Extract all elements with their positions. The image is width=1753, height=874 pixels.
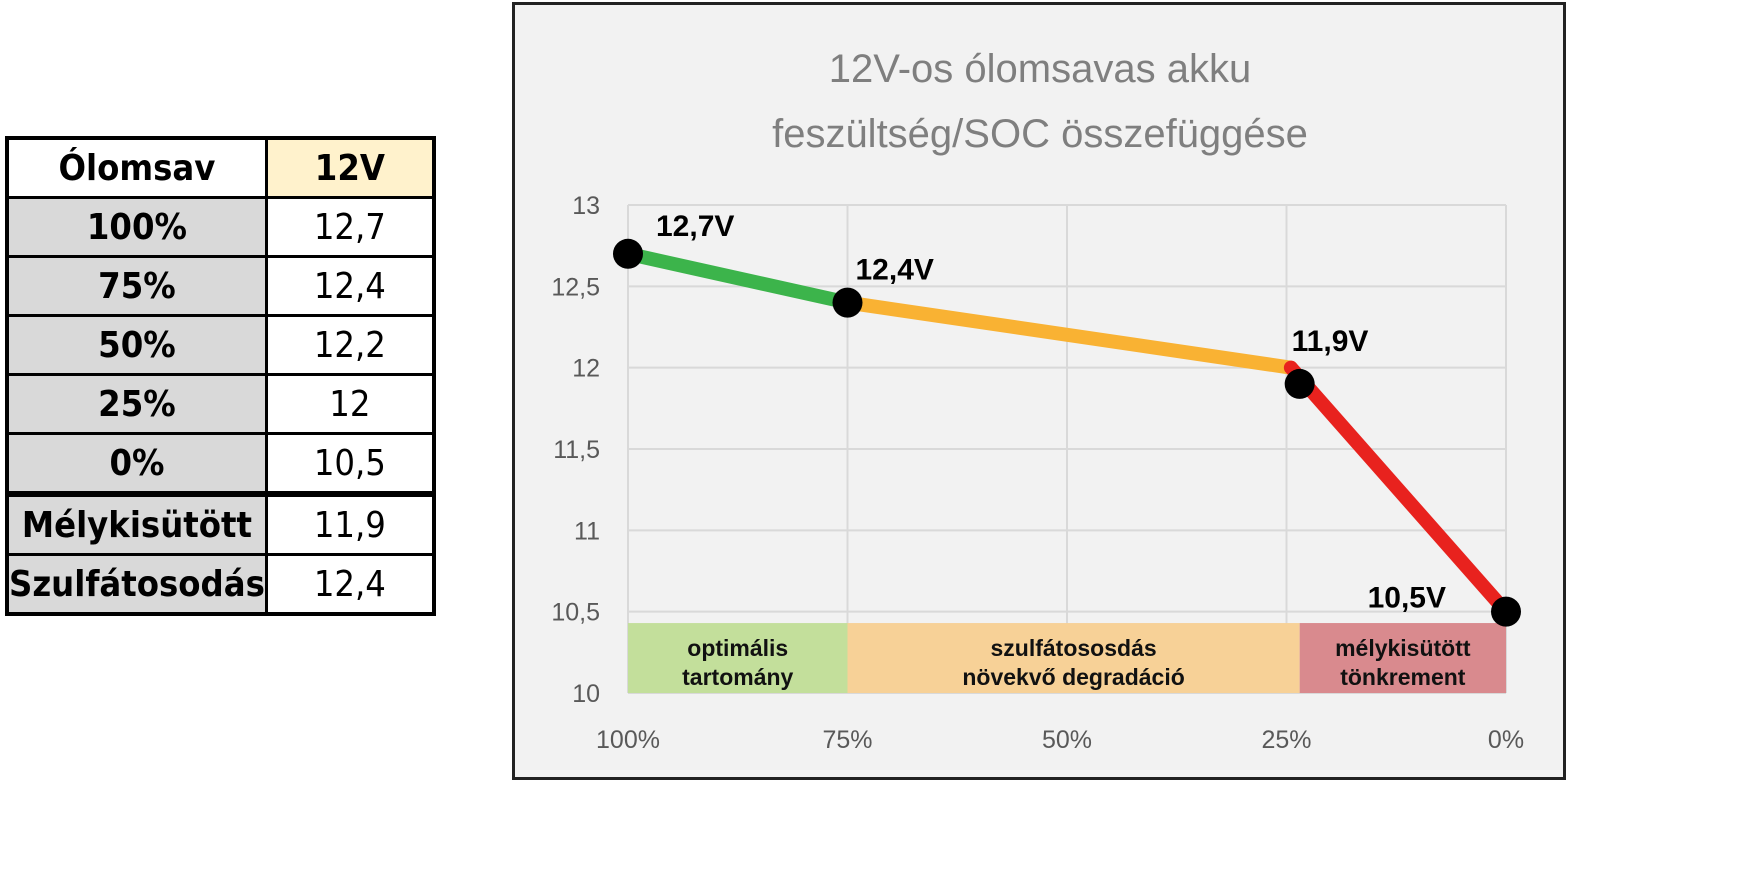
voltage-cell: 12,2: [264, 314, 436, 376]
data-point: [1284, 368, 1315, 399]
zone-label: tönkrement: [1340, 664, 1466, 690]
table-row: 50% 12,2: [5, 314, 436, 376]
voltage-cell: 12,7: [264, 196, 436, 258]
state-cell: 50%: [5, 314, 268, 376]
table-row: Szulfátosodás 12,4: [5, 553, 436, 616]
x-tick-label: 25%: [1261, 726, 1311, 754]
voltage-cell: 12V: [264, 136, 436, 199]
voltage-cell: 10,5: [264, 432, 436, 496]
chart-title: feszültség/SOC összefüggése: [772, 112, 1308, 156]
voltage-cell: 12,4: [264, 255, 436, 317]
x-tick-label: 75%: [822, 726, 872, 754]
zone-band: [847, 623, 1300, 693]
data-point: [613, 238, 643, 269]
y-tick-label: 12: [572, 355, 600, 383]
table-row: 0% 10,5: [5, 432, 436, 496]
state-cell: Mélykisütött: [5, 491, 268, 556]
data-point: [1491, 596, 1521, 627]
y-tick-label: 10: [572, 680, 600, 708]
x-tick-label: 0%: [1488, 726, 1524, 754]
zone-band: [1299, 623, 1506, 693]
zone-band: [628, 623, 848, 693]
data-label: 12,4V: [856, 254, 934, 287]
zone-label: szulfátososdás: [991, 635, 1157, 661]
voltage-soc-chart: 12V-os ólomsavas akku feszültség/SOC össz…: [512, 2, 1566, 780]
data-label: 12,7V: [656, 210, 734, 243]
voltage-cell: 12,4: [264, 553, 436, 616]
x-tick-label: 100%: [596, 726, 660, 754]
table-row: 75% 12,4: [5, 255, 436, 317]
voltage-table: Ólomsav 12V 100% 12,7 75% 12,4 50% 12,2 25% 12 0% 1…: [5, 136, 436, 616]
data-label: 11,9V: [1292, 325, 1369, 358]
table-row: Mélykisütött 11,9: [5, 491, 436, 556]
zone-label: optimális: [687, 635, 788, 661]
chart-title: 12V-os ólomsavas akku: [829, 47, 1251, 91]
zone-label: növekvő degradáció: [962, 664, 1184, 690]
state-cell: Ólomsav: [5, 136, 268, 199]
state-cell: 25%: [5, 373, 268, 435]
y-tick-label: 11: [574, 517, 600, 545]
table-row: 100% 12,7: [5, 196, 436, 258]
y-tick-label: 10,5: [551, 599, 600, 627]
data-label: 10,5V: [1368, 582, 1446, 615]
voltage-cell: 11,9: [264, 491, 436, 556]
series-segment: [840, 295, 1298, 375]
state-cell: 75%: [5, 255, 268, 317]
x-tick-label: 50%: [1042, 726, 1092, 754]
y-tick-label: 12,5: [551, 273, 600, 301]
table-row: 25% 12: [5, 373, 436, 435]
state-cell: 100%: [5, 196, 268, 258]
voltage-cell: 12: [264, 373, 436, 435]
zone-label: tartomány: [682, 664, 793, 690]
data-point: [832, 287, 863, 318]
zone-label: mélykisütött: [1335, 635, 1471, 661]
y-tick-label: 13: [572, 192, 600, 220]
series-segment: [1283, 360, 1513, 619]
state-cell: 0%: [5, 432, 268, 496]
series-segment: [621, 246, 855, 310]
y-tick-label: 11,5: [553, 436, 600, 464]
state-cell: Szulfátosodás: [5, 553, 268, 616]
table-header: Ólomsav 12V: [5, 136, 436, 199]
